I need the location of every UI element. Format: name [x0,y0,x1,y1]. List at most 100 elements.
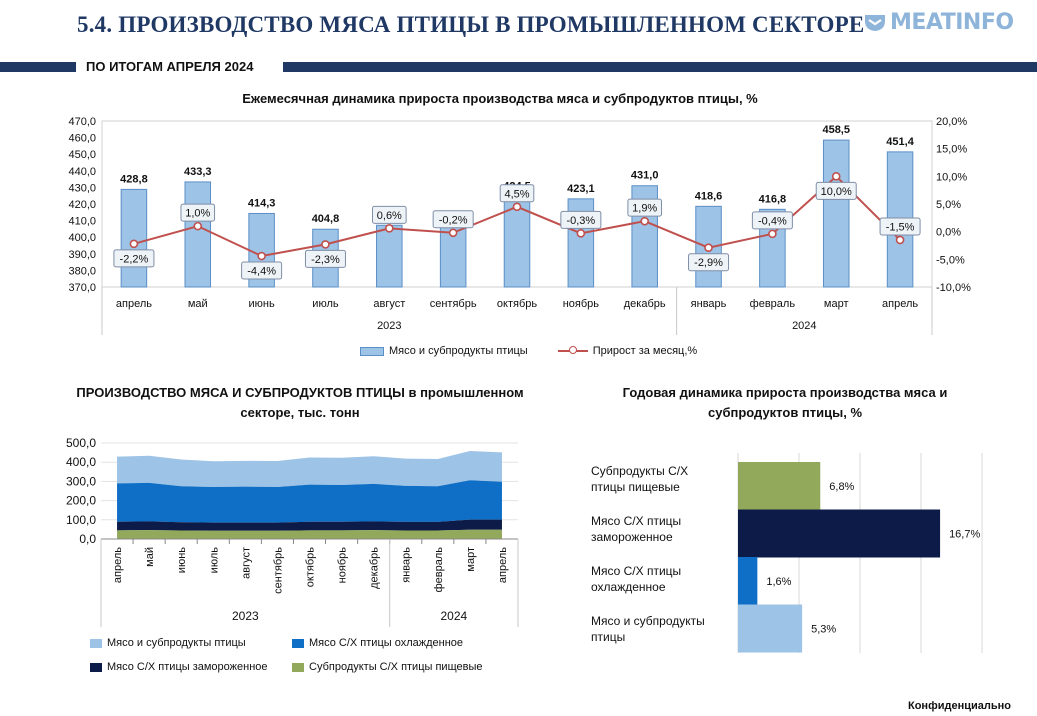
x-axis-tick: июнь [176,547,188,573]
growth-marker [768,229,777,239]
growth-label-box [688,253,730,272]
area-series-0 [117,529,502,539]
y-axis-left-tick: 430,0 [68,182,96,194]
year-group-label: 2023 [377,320,401,332]
growth-marker [257,251,266,261]
y-axis-right-tick: -10,0% [936,282,971,294]
header-band-left [0,62,76,72]
x-axis-tick: сентябрь [272,547,284,594]
growth-marker [895,235,905,245]
x-axis-tick: август [240,547,252,579]
legend-line-label: Прирост за месяц,% [592,345,698,357]
growth-label: -0,4% [758,215,787,227]
growth-marker [576,229,586,238]
growth-marker [129,239,139,249]
area-chart-title: ПРОИЗВОДСТВО МЯСА И СУБПРОДУКТОВ ПТИЦЫ в… [40,383,560,423]
growth-label-box [560,210,602,229]
growth-label-box [499,184,535,203]
y-axis-right-tick: 0,0% [936,227,961,239]
category-line1: Мясо и субпродукты [591,614,705,628]
growth-marker [193,221,203,231]
x-axis-tick: июль [312,298,339,310]
y-axis-tick: 500,0 [66,436,96,450]
legend-swatch [292,638,304,648]
growth-marker [640,216,649,226]
area-series-3 [117,450,502,487]
x-axis-tick: ноябрь [563,298,600,310]
y-axis-left-tick: 390,0 [68,249,96,261]
monthly-growth-chart: 370,0 380,0 390,0 400,0 410,0 420,0 430,0 440,0… [68,116,971,335]
growth-label: -2,9% [694,257,723,269]
y-axis-right-tick: -5,0% [936,254,965,266]
bar [184,181,212,288]
legend-label: Субпродукты С/Х птицы пищевые [309,661,483,673]
page-title: 5.4. ПРОИЗВОДСТВО МЯСА ПТИЦЫ В ПРОМЫШЛЕН… [77,12,865,37]
x-axis-tick: октябрь [305,547,317,587]
growth-marker [385,224,394,233]
growth-label: 4,5% [504,188,529,200]
growth-label-box [304,249,346,268]
hbar [738,462,821,510]
y-axis-left-tick: 450,0 [68,149,96,161]
hbar-value-label: 1,6% [766,576,791,588]
x-axis-tick: март [465,547,477,572]
y-axis-right-tick: 15,0% [936,144,967,156]
y-axis-left-tick: 470,0 [68,116,96,128]
growth-marker [831,172,841,181]
legend-line-swatch [557,346,588,356]
category-line2: птицы пищевые [591,480,680,494]
hbar [738,557,758,605]
monthly-legend: Мясо и субпродукты птицы Прирост за меся… [360,345,697,357]
category-line1: Мясо С/Х птицы [591,514,682,528]
bar-value-label: 414,3 [248,197,276,209]
bar-value-label: 404,8 [312,213,340,225]
y-axis-right-tick: 5,0% [936,199,961,211]
bar [120,188,148,288]
bar-value-label: 418,6 [695,190,723,202]
hbar-value-label: 5,3% [811,624,836,636]
growth-marker [512,202,522,212]
y-axis-tick: 0,0 [79,532,96,546]
area-chart-title-line1: ПРОИЗВОДСТВО МЯСА И СУБПРОДУКТОВ ПТИЦЫ в… [76,385,524,400]
category-line2: замороженное [591,530,673,544]
y-axis-left-tick: 380,0 [68,265,96,277]
header-band-right [283,62,1037,72]
annual-chart-title: Годовая динамика прироста производства м… [595,383,975,423]
legend-label: Мясо и субпродукты птицы [107,637,246,649]
growth-label: -4,4% [247,266,276,278]
subtitle: ПО ИТОГАМ АПРЕЛЯ 2024 [86,59,254,74]
legend-bars-label: Мясо и субпродукты птицы [389,345,528,357]
y-axis-left-tick: 400,0 [68,232,96,244]
x-axis-tick: апрель [497,547,509,583]
x-axis-tick: май [188,298,208,310]
x-axis-tick: ноябрь [337,547,349,584]
area-legend-item-total: Мясо и субпродукты птицы [90,637,246,649]
area-series-2 [117,480,502,523]
x-axis-tick: август [373,298,405,310]
y-axis-left-tick: 410,0 [68,216,96,228]
category-line2: охлажденное [591,580,666,594]
annual-category-total: Мясо и субпродукты птицы [591,613,705,645]
x-axis-tick: февраль [433,547,445,593]
x-axis-tick: декабрь [624,298,666,310]
annual-chart-title-line2: субпродуктов птицы, % [707,405,863,420]
hbar [738,509,941,558]
x-axis-tick: апрель [116,298,152,310]
hbar [738,604,803,653]
growth-label-box [432,210,474,229]
area-legend-item-frozen: Мясо С/Х птицы замороженное [90,661,268,673]
growth-label-box [372,205,407,224]
growth-label-box [815,181,857,200]
growth-marker [321,240,330,249]
bar-value-label: 416,8 [759,193,787,205]
area-series-1 [117,519,502,531]
category-line1: Субпродукты С/Х [591,464,689,478]
bar-value-label: 431,0 [631,170,659,182]
growth-label-box [241,261,283,280]
x-axis-tick: сентябрь [430,298,477,310]
growth-label-box [627,198,662,217]
y-axis-left-tick: 460,0 [68,133,96,145]
bar-value-label: 433,3 [184,166,212,178]
growth-label: 0,6% [377,210,402,222]
bar-value-label: 451,4 [886,136,914,148]
